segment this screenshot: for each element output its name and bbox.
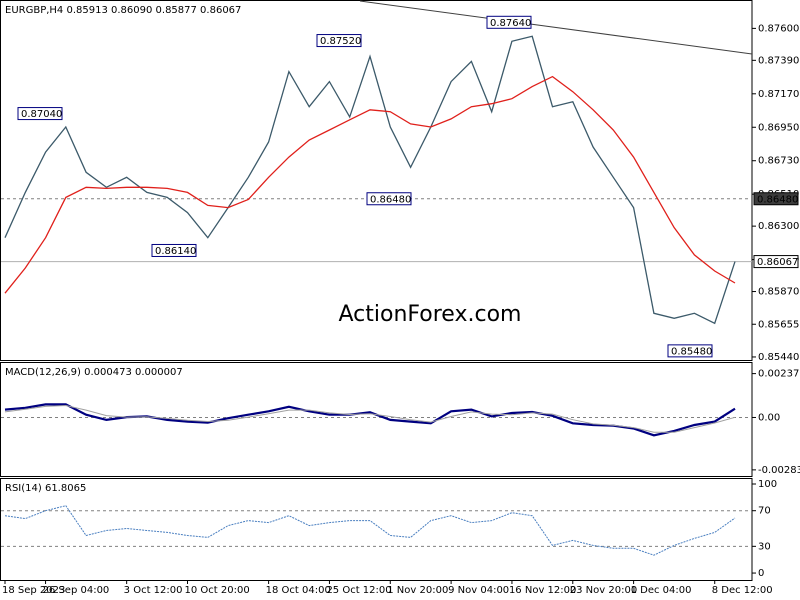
price-annotation: 0.86140 (155, 246, 196, 257)
y-tick-label: 0.86300 (758, 221, 799, 232)
x-tick-label: 1 Dec 04:00 (631, 585, 692, 596)
y-tick-label: 70 (758, 506, 771, 517)
x-tick-label: 25 Oct 12:00 (326, 585, 391, 596)
y-tick-label: 0 (758, 568, 764, 579)
panel-title: MACD(12,26,9) 0.000473 0.000007 (5, 367, 183, 378)
level-label: 0.86067 (757, 257, 798, 268)
watermark: ActionForex.com (339, 302, 522, 327)
price-annotation: 0.87640 (490, 18, 531, 29)
series-line (4, 75, 736, 294)
panel-title: RSI(14) 61.8065 (5, 483, 86, 494)
price-annotation: 0.86480 (370, 194, 411, 205)
x-tick-label: 3 Oct 12:00 (124, 585, 183, 596)
y-tick-label: 0.00 (758, 412, 780, 423)
y-tick-label: 100 (758, 479, 777, 490)
level-label-box (753, 192, 799, 206)
y-tick-label: 0.002375 (758, 369, 800, 380)
x-tick-label: 9 Nov 04:00 (448, 585, 509, 596)
series-line (4, 35, 736, 325)
y-tick-label: 0.85655 (758, 319, 799, 330)
y-tick-label: 0.86730 (758, 156, 799, 167)
y-tick-label: 30 (758, 541, 771, 552)
y-tick-label: 0.86950 (758, 122, 799, 133)
y-tick-label: -0.002838 (758, 465, 800, 476)
level-label: 0.86480 (757, 194, 798, 205)
price-annotation-box (17, 107, 63, 121)
x-tick-label: 23 Nov 20:00 (570, 585, 637, 596)
x-tick-label: 16 Nov 12:00 (509, 585, 576, 596)
price-annotation-box (486, 15, 532, 29)
price-annotation: 0.87520 (320, 36, 361, 47)
series-line (4, 505, 736, 556)
price-annotation-box (366, 192, 412, 206)
price-annotation-box (316, 34, 362, 48)
level-label-box (753, 255, 799, 269)
price-panel (0, 0, 753, 361)
rsi-panel (0, 478, 753, 581)
y-tick-label: 0.87390 (758, 55, 799, 66)
y-tick-label: 0.87170 (758, 89, 799, 100)
trend-line (359, 0, 753, 55)
price-annotation-box (151, 243, 197, 257)
price-annotation: 0.85480 (671, 346, 712, 357)
price-annotation: 0.87040 (21, 109, 62, 120)
macd-panel (0, 362, 753, 477)
y-tick-label: 0.85440 (758, 352, 799, 363)
panel-title: EURGBP,H4 0.85913 0.86090 0.85877 0.8606… (5, 5, 241, 16)
x-tick-label: 18 Oct 04:00 (266, 585, 331, 596)
series-line (4, 404, 736, 433)
y-tick-label: 0.85870 (758, 287, 799, 298)
x-tick-label: 1 Nov 20:00 (387, 585, 448, 596)
y-tick-label: 0.87600 (758, 23, 799, 34)
x-tick-label: 26 Sep 04:00 (43, 585, 110, 596)
x-tick-label: 10 Oct 20:00 (185, 585, 250, 596)
x-tick-label: 8 Dec 12:00 (712, 585, 773, 596)
price-annotation-box (667, 344, 713, 358)
x-tick-label: 18 Sep 2023 (2, 585, 65, 596)
